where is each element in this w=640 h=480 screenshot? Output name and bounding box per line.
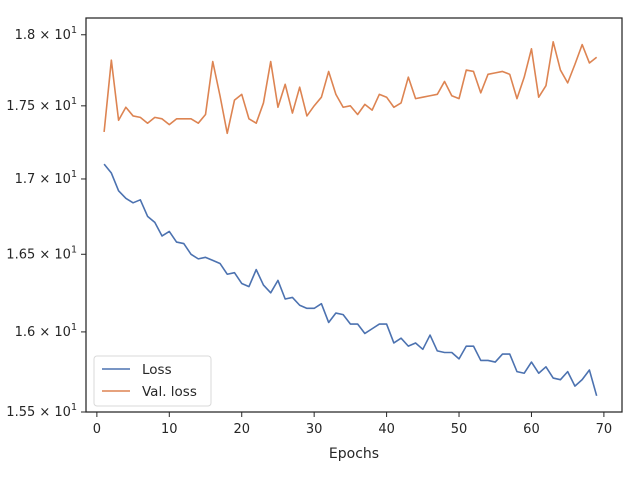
x-axis-label: Epochs	[329, 446, 379, 462]
x-tick-label: 20	[233, 422, 250, 437]
y-axis-ticks: 1.55 × 101 1.6 × 101 1.65 × 101 1.7 × 101 1.…	[6, 25, 86, 420]
y-tick-label: 1.7 × 101	[15, 169, 77, 187]
x-tick-label: 40	[378, 422, 395, 437]
x-tick-label: 10	[161, 422, 178, 437]
series-line-loss	[103, 163, 598, 396]
legend: Loss Val. loss	[93, 355, 212, 407]
x-tick-label: 70	[596, 422, 613, 437]
y-tick-label: 1.75 × 101	[6, 96, 77, 114]
series-line-val-loss	[103, 40, 598, 135]
x-axis-ticks: 0 10 20 30 40 50 60 70	[93, 412, 612, 437]
x-tick-label: 60	[523, 422, 540, 437]
y-tick-label: 1.55 × 101	[6, 402, 77, 420]
x-tick-label: 30	[306, 422, 323, 437]
y-tick-label: 1.65 × 101	[6, 244, 77, 262]
axes-frame	[85, 17, 623, 413]
y-tick-label: 1.6 × 101	[15, 322, 77, 340]
legend-label-val-loss: Val. loss	[142, 384, 197, 400]
series-layer	[103, 40, 598, 396]
x-tick-label: 50	[451, 422, 468, 437]
x-tick-label: 0	[93, 422, 101, 437]
y-tick-label: 1.8 × 101	[15, 25, 77, 43]
legend-label-loss: Loss	[142, 362, 172, 378]
